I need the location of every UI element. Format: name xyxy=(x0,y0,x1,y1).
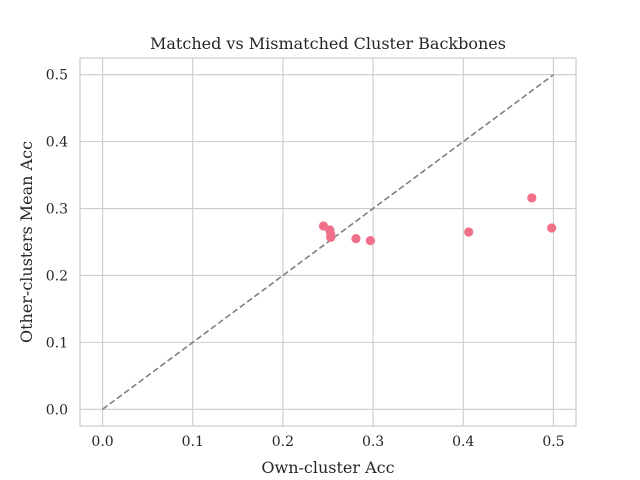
data-point xyxy=(351,234,361,244)
y-axis-label: Other-clusters Mean Acc xyxy=(17,141,36,343)
data-point xyxy=(365,236,375,246)
x-tick-label: 0.1 xyxy=(182,434,204,450)
reference-line-layer xyxy=(102,74,554,410)
plot-frame xyxy=(79,57,577,427)
x-tick-label: 0.2 xyxy=(272,434,294,450)
y-tick-label: 0.1 xyxy=(46,335,68,351)
x-tick-label: 0.0 xyxy=(91,434,113,450)
data-point xyxy=(326,232,336,242)
x-tick-label: 0.4 xyxy=(452,434,474,450)
y-tick-label: 0.4 xyxy=(46,135,68,151)
x-tick-label: 0.3 xyxy=(362,434,384,450)
data-point xyxy=(527,193,537,203)
chart-title: Matched vs Mismatched Cluster Backbones xyxy=(150,34,506,53)
x-tick-label: 0.5 xyxy=(542,434,564,450)
y-tick-label: 0.0 xyxy=(46,402,68,418)
points-layer xyxy=(318,193,557,246)
y-tick-label: 0.5 xyxy=(46,68,68,84)
diagonal-reference-line xyxy=(102,74,554,410)
data-point xyxy=(547,223,557,233)
y-tick-label: 0.2 xyxy=(46,268,68,284)
x-axis-label: Own-cluster Acc xyxy=(261,458,394,477)
data-point xyxy=(464,227,474,237)
grid xyxy=(80,58,576,426)
y-tick-labels: 0.0 0.1 0.2 0.3 0.4 0.5 xyxy=(46,68,68,419)
y-tick-label: 0.3 xyxy=(46,202,68,218)
x-tick-labels: 0.0 0.1 0.2 0.3 0.4 0.5 xyxy=(91,434,564,450)
